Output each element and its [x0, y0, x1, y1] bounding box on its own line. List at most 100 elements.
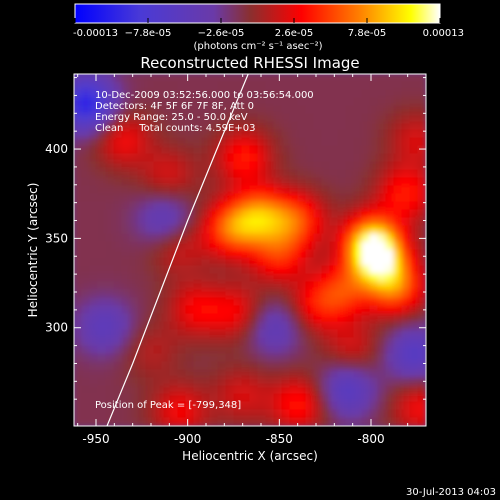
heatmap-cell — [81, 305, 91, 315]
heatmap-cell — [353, 393, 363, 403]
heatmap-cell — [193, 233, 203, 243]
heatmap-cell — [361, 345, 371, 355]
heatmap-cell — [265, 265, 275, 275]
heatmap-cell — [153, 145, 163, 155]
heatmap-cell — [409, 97, 419, 107]
heatmap-cell — [265, 153, 275, 163]
heatmap-cell — [393, 74, 403, 83]
heatmap-cell — [409, 249, 419, 259]
heatmap-cell — [201, 161, 211, 171]
heatmap-cell — [225, 169, 235, 179]
heatmap-cell — [137, 321, 147, 331]
heatmap-cell — [169, 74, 179, 83]
heatmap-cell — [313, 217, 323, 227]
heatmap-cell — [241, 185, 251, 195]
heatmap-cell — [409, 161, 419, 171]
heatmap-cell — [385, 97, 395, 107]
colorbar-tick-label: −2.6e-05 — [198, 28, 245, 39]
heatmap-cell — [153, 217, 163, 227]
heatmap-cell — [185, 289, 195, 299]
heatmap-cell — [321, 385, 331, 395]
heatmap-cell — [129, 241, 139, 251]
heatmap-cell — [177, 345, 187, 355]
heatmap-cell — [249, 217, 259, 227]
heatmap-cell — [393, 97, 403, 107]
heatmap-cell — [145, 273, 155, 283]
heatmap-cell — [137, 337, 147, 347]
heatmap-cell — [273, 305, 283, 315]
heatmap-cell — [257, 193, 267, 203]
heatmap-cell — [377, 313, 387, 323]
heatmap-cell — [337, 137, 347, 147]
heatmap-cell — [353, 105, 363, 115]
heatmap-cell — [385, 185, 395, 195]
heatmap-cell — [129, 177, 139, 187]
heatmap-cell — [393, 265, 403, 275]
heatmap-cell — [257, 329, 267, 339]
heatmap-cell — [225, 329, 235, 339]
heatmap-cell — [305, 74, 315, 83]
heatmap-cell — [145, 145, 155, 155]
heatmap-cell — [129, 313, 139, 323]
heatmap-cell — [409, 145, 419, 155]
heatmap-cell — [313, 329, 323, 339]
heatmap-cell — [385, 113, 395, 123]
heatmap-cell — [313, 321, 323, 331]
heatmap-cell — [257, 393, 267, 403]
heatmap-cell — [305, 321, 315, 331]
heatmap-cell — [161, 353, 171, 363]
heatmap-cell — [377, 209, 387, 219]
heatmap-cell — [369, 329, 379, 339]
heatmap-cell — [313, 233, 323, 243]
heatmap-cell — [297, 265, 307, 275]
heatmap-cell — [281, 257, 291, 267]
heatmap-cell — [273, 337, 283, 347]
heatmap-cell — [297, 313, 307, 323]
heatmap-cell — [74, 153, 83, 163]
heatmap-cell — [385, 241, 395, 251]
heatmap-cell — [353, 417, 363, 426]
heatmap-cell — [233, 257, 243, 267]
heatmap-cell — [121, 153, 131, 163]
heatmap-cell — [417, 393, 426, 403]
heatmap-cell — [369, 409, 379, 419]
heatmap-cell — [129, 113, 139, 123]
heatmap-cell — [241, 281, 251, 291]
heatmap-cell — [113, 257, 123, 267]
heatmap-cell — [201, 137, 211, 147]
heatmap-cell — [74, 393, 83, 403]
heatmap-cell — [217, 137, 227, 147]
heatmap-cell — [201, 249, 211, 259]
heatmap-cell — [385, 137, 395, 147]
heatmap-cell — [281, 297, 291, 307]
heatmap-cell — [273, 321, 283, 331]
heatmap-cell — [417, 137, 426, 147]
heatmap-cell — [297, 393, 307, 403]
heatmap-cell — [81, 169, 91, 179]
heatmap-cell — [217, 225, 227, 235]
heatmap-cell — [273, 361, 283, 371]
heatmap-cell — [185, 329, 195, 339]
heatmap-cell — [273, 241, 283, 251]
heatmap-cell — [113, 121, 123, 131]
heatmap-cell — [89, 385, 99, 395]
heatmap-cell — [97, 241, 107, 251]
heatmap-cell — [401, 209, 411, 219]
heatmap-cell — [385, 337, 395, 347]
heatmap-cell — [217, 121, 227, 131]
heatmap-cell — [185, 321, 195, 331]
heatmap-cell — [337, 241, 347, 251]
heatmap-cell — [225, 249, 235, 259]
heatmap-cell — [169, 177, 179, 187]
heatmap-cell — [209, 137, 219, 147]
heatmap-cell — [361, 249, 371, 259]
heatmap-cell — [289, 385, 299, 395]
heatmap-cell — [177, 81, 187, 91]
heatmap-cell — [185, 345, 195, 355]
heatmap-cell — [257, 305, 267, 315]
heatmap-cell — [353, 409, 363, 419]
heatmap-cell — [353, 81, 363, 91]
heatmap-cell — [337, 193, 347, 203]
heatmap-cell — [81, 105, 91, 115]
heatmap-cell — [201, 409, 211, 419]
